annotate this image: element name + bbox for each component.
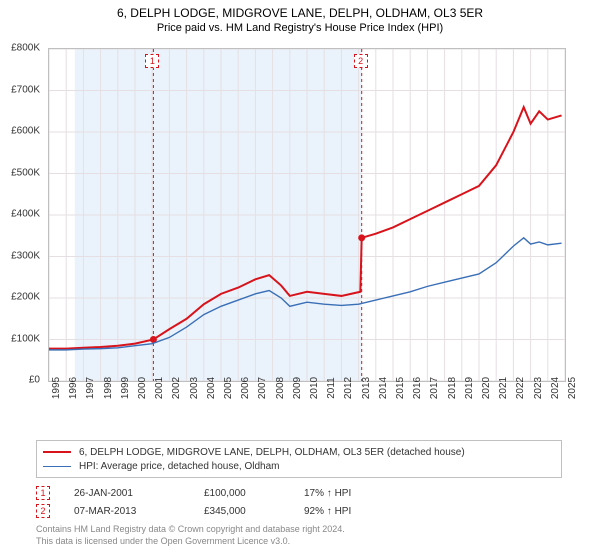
event-table: 1 26-JAN-2001 £100,000 17% ↑ HPI 2 07-MA…	[36, 484, 562, 520]
x-tick-label: 2022	[515, 377, 526, 399]
x-tick-label: 1997	[85, 377, 96, 399]
y-tick-label: £300K	[11, 250, 40, 261]
x-tick-label: 2009	[292, 377, 303, 399]
x-tick-label: 2002	[171, 377, 182, 399]
x-tick-label: 2025	[567, 377, 578, 399]
x-tick-label: 2024	[550, 377, 561, 399]
x-tick-label: 2000	[137, 377, 148, 399]
plot-area	[48, 48, 566, 382]
legend-swatch-hpi	[43, 466, 71, 467]
x-tick-label: 2019	[464, 377, 475, 399]
event-pct-1: 17% ↑ HPI	[304, 488, 404, 499]
y-tick-label: £700K	[11, 84, 40, 95]
event-date-1: 26-JAN-2001	[74, 488, 204, 499]
title-block: 6, DELPH LODGE, MIDGROVE LANE, DELPH, OL…	[0, 0, 600, 36]
legend-label-price: 6, DELPH LODGE, MIDGROVE LANE, DELPH, OL…	[79, 447, 465, 458]
y-tick-label: £0	[29, 375, 40, 386]
x-axis-labels: 1995199619971998199920002001200220032004…	[48, 384, 564, 434]
x-tick-label: 2016	[412, 377, 423, 399]
x-tick-label: 1999	[120, 377, 131, 399]
x-tick-label: 2015	[395, 377, 406, 399]
legend-swatch-price	[43, 451, 71, 453]
footer: Contains HM Land Registry data © Crown c…	[36, 524, 345, 547]
y-tick-label: £800K	[11, 43, 40, 54]
y-axis-labels: £0£100K£200K£300K£400K£500K£600K£700K£80…	[0, 48, 44, 380]
legend-label-hpi: HPI: Average price, detached house, Oldh…	[79, 461, 280, 472]
title-main: 6, DELPH LODGE, MIDGROVE LANE, DELPH, OL…	[0, 6, 600, 20]
event-date-2: 07-MAR-2013	[74, 506, 204, 517]
x-tick-label: 2023	[533, 377, 544, 399]
event-price-1: £100,000	[204, 488, 304, 499]
y-tick-label: £100K	[11, 333, 40, 344]
y-tick-label: £200K	[11, 292, 40, 303]
x-tick-label: 2004	[206, 377, 217, 399]
x-tick-label: 2010	[309, 377, 320, 399]
x-tick-label: 1998	[103, 377, 114, 399]
x-tick-label: 2012	[343, 377, 354, 399]
x-tick-label: 2001	[154, 377, 165, 399]
x-tick-label: 2013	[361, 377, 372, 399]
x-tick-label: 2020	[481, 377, 492, 399]
x-tick-label: 2017	[429, 377, 440, 399]
x-tick-label: 2008	[275, 377, 286, 399]
legend-row-price: 6, DELPH LODGE, MIDGROVE LANE, DELPH, OL…	[43, 445, 555, 459]
y-tick-label: £400K	[11, 209, 40, 220]
plot-svg	[49, 49, 565, 381]
event-badge-2: 2	[36, 504, 50, 518]
x-tick-label: 1996	[68, 377, 79, 399]
x-tick-label: 1995	[51, 377, 62, 399]
x-tick-label: 2018	[447, 377, 458, 399]
event-pct-2: 92% ↑ HPI	[304, 506, 404, 517]
legend: 6, DELPH LODGE, MIDGROVE LANE, DELPH, OL…	[36, 440, 562, 478]
title-sub: Price paid vs. HM Land Registry's House …	[0, 22, 600, 34]
x-tick-label: 2011	[326, 377, 337, 399]
x-tick-label: 2014	[378, 377, 389, 399]
footer-line2: This data is licensed under the Open Gov…	[36, 536, 345, 548]
y-tick-label: £600K	[11, 126, 40, 137]
event-price-2: £345,000	[204, 506, 304, 517]
event-row-1: 1 26-JAN-2001 £100,000 17% ↑ HPI	[36, 484, 562, 502]
x-tick-label: 2006	[240, 377, 251, 399]
event-badge-1: 1	[36, 486, 50, 500]
x-tick-label: 2007	[257, 377, 268, 399]
event-marker-box: 1	[145, 54, 159, 68]
x-tick-label: 2021	[498, 377, 509, 399]
x-tick-label: 2005	[223, 377, 234, 399]
chart-container: 6, DELPH LODGE, MIDGROVE LANE, DELPH, OL…	[0, 0, 600, 560]
y-tick-label: £500K	[11, 167, 40, 178]
footer-line1: Contains HM Land Registry data © Crown c…	[36, 524, 345, 536]
event-marker-box: 2	[354, 54, 368, 68]
x-tick-label: 2003	[189, 377, 200, 399]
event-row-2: 2 07-MAR-2013 £345,000 92% ↑ HPI	[36, 502, 562, 520]
legend-row-hpi: HPI: Average price, detached house, Oldh…	[43, 459, 555, 473]
